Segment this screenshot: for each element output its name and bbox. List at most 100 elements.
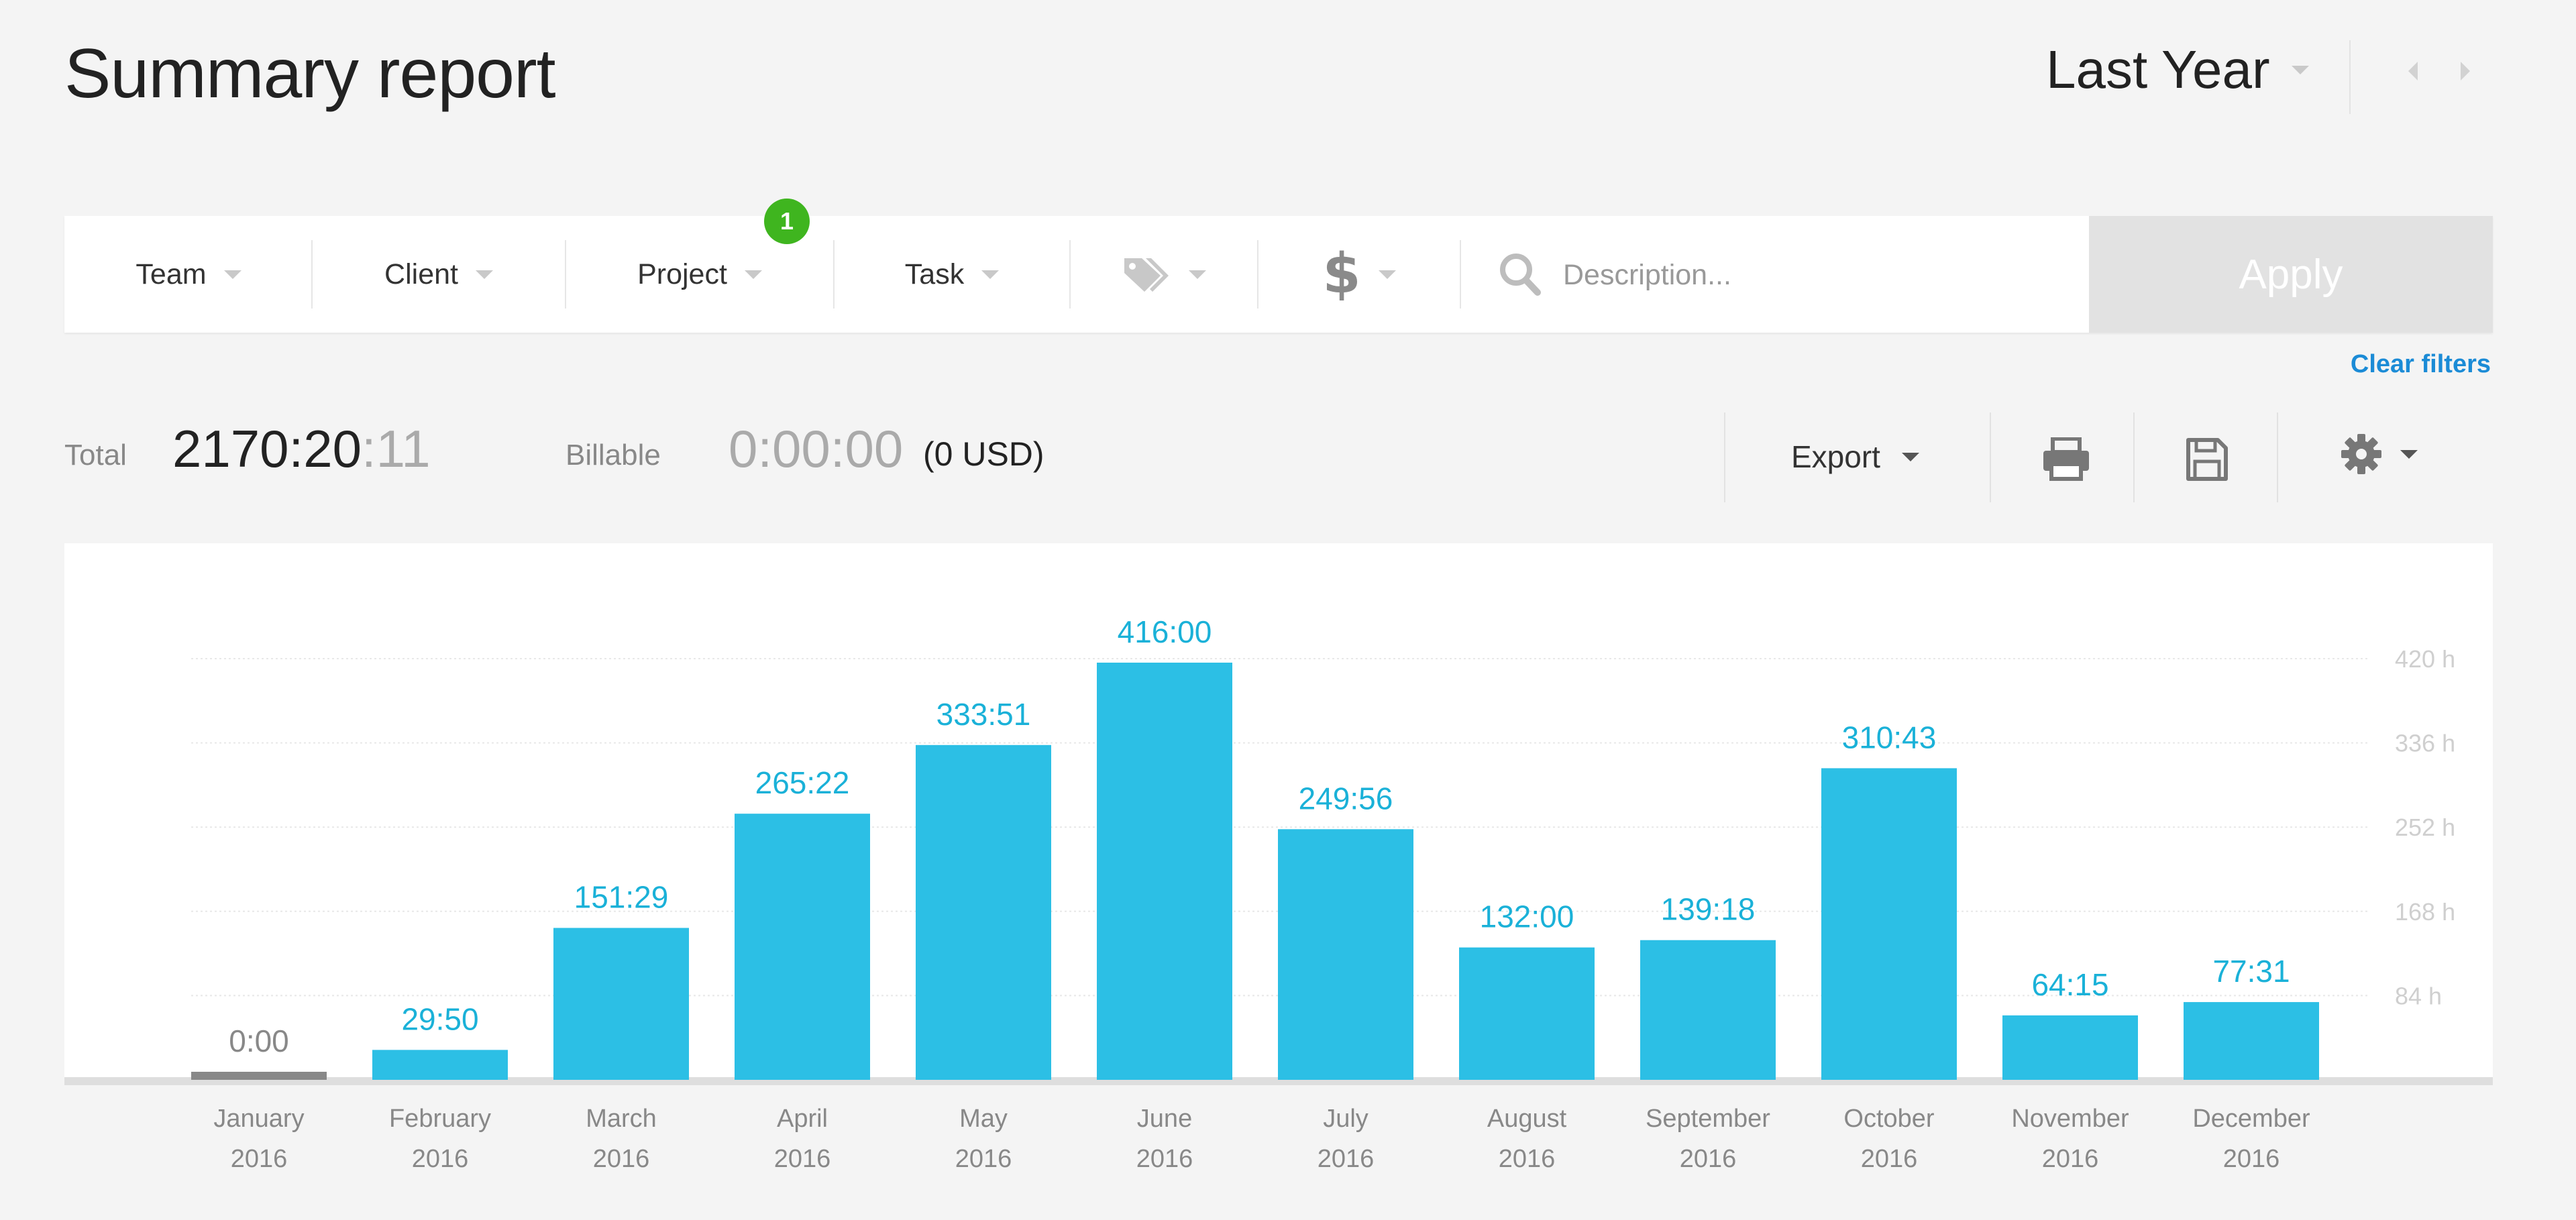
- chart-y-tick-label: 336 h: [2395, 730, 2455, 757]
- chart-value-label: 132:00: [1480, 899, 1574, 934]
- chevron-down-icon: [2291, 65, 2309, 74]
- task-filter[interactable]: Task: [835, 216, 1069, 333]
- chart-value-label: 333:51: [936, 697, 1031, 732]
- total-label: Total: [64, 439, 127, 472]
- total-duration-seconds: :11: [361, 419, 431, 478]
- chart-x-tick-label: April: [777, 1105, 828, 1133]
- chart-x-tick-year: 2016: [412, 1145, 469, 1173]
- chevron-down-icon: [1189, 270, 1206, 279]
- save-icon[interactable]: [2186, 437, 2229, 482]
- task-filter-label: Task: [904, 258, 965, 290]
- billable-filter[interactable]: $: [1258, 216, 1460, 333]
- chart-x-tick-year: 2016: [231, 1145, 288, 1173]
- toolbar-divider: [1724, 412, 1725, 502]
- billable-amount: (0 USD): [923, 435, 1044, 473]
- chart-bar: [1278, 829, 1413, 1080]
- chart-y-tick-label: 168 h: [2395, 898, 2455, 926]
- description-search-input[interactable]: [1562, 251, 2128, 299]
- total-duration-main: 2170:20: [172, 419, 362, 478]
- chart-bar: [553, 928, 689, 1080]
- chart-x-tick-label: August: [1487, 1105, 1567, 1133]
- settings-button[interactable]: [2340, 433, 2418, 476]
- chart-bar: [191, 1072, 327, 1080]
- chevron-down-icon: [1901, 452, 1919, 461]
- chart-bar: [1097, 662, 1232, 1080]
- toolbar-divider: [2277, 412, 2278, 502]
- clear-filters-link[interactable]: Clear filters: [2350, 350, 2491, 378]
- chart-x-tick-label: June: [1137, 1105, 1192, 1133]
- chart-bar: [1459, 947, 1595, 1080]
- chart-bar: [372, 1050, 508, 1080]
- chart-value-label: 151:29: [574, 880, 669, 915]
- client-filter-label: Client: [384, 258, 458, 290]
- filter-divider: [565, 240, 566, 309]
- chart-y-tick-label: 420 h: [2395, 645, 2455, 673]
- page-title: Summary report: [64, 35, 556, 113]
- export-button[interactable]: Export: [1791, 439, 1919, 475]
- previous-period-icon[interactable]: [2408, 62, 2418, 80]
- chart-x-tick-year: 2016: [2042, 1145, 2099, 1173]
- chart-value-label: 265:22: [755, 765, 850, 800]
- chart-x-tick-year: 2016: [1861, 1145, 1918, 1173]
- chart-bar: [735, 814, 870, 1080]
- chart-value-label: 77:31: [2212, 954, 2290, 989]
- tags-filter[interactable]: [1071, 216, 1257, 333]
- chart-value-label: 29:50: [401, 1001, 478, 1036]
- project-filter[interactable]: Project: [566, 216, 833, 333]
- chevron-down-icon: [981, 270, 1000, 279]
- chart-y-tick-label: 84 h: [2395, 982, 2442, 1009]
- chart-x-tick-label: December: [2192, 1105, 2310, 1133]
- search-icon: [1500, 254, 1541, 296]
- chart-value-label: 139:18: [1661, 892, 1756, 927]
- chart-y-tick-label: 252 h: [2395, 814, 2455, 841]
- next-period-icon[interactable]: [2461, 62, 2470, 80]
- chart-x-tick-label: September: [1646, 1105, 1770, 1133]
- chevron-down-icon: [475, 270, 493, 279]
- header-divider: [2349, 40, 2351, 114]
- filter-divider: [311, 240, 313, 309]
- billable-duration: 0:00:00: [729, 419, 904, 478]
- printer-icon[interactable]: [2042, 437, 2090, 482]
- billable-label: Billable: [566, 439, 661, 472]
- team-filter[interactable]: Team: [64, 216, 313, 333]
- apply-button[interactable]: Apply: [2089, 216, 2493, 333]
- project-filter-count-badge: 1: [764, 199, 810, 244]
- chart-bar: [1640, 940, 1776, 1080]
- chart-bar: [2002, 1015, 2138, 1080]
- chart-value-label: 64:15: [2031, 967, 2108, 1002]
- chevron-down-icon: [223, 270, 241, 279]
- project-filter-label: Project: [637, 258, 727, 290]
- chevron-down-icon: [744, 270, 762, 279]
- chart-value-label: 416:00: [1118, 614, 1212, 649]
- chart-x-tick-label: February: [389, 1105, 491, 1133]
- export-label: Export: [1791, 439, 1880, 474]
- toolbar-divider: [2133, 412, 2135, 502]
- tag-icon: [1124, 258, 1169, 292]
- chevron-down-icon: [2400, 449, 2418, 459]
- dollar-icon: $: [1322, 242, 1361, 306]
- chart-x-tick-label: November: [2011, 1105, 2129, 1133]
- toolbar-divider: [1990, 412, 1991, 502]
- chart-bar: [1821, 768, 1957, 1080]
- chart-x-tick-year: 2016: [593, 1145, 650, 1173]
- filter-divider: [1460, 240, 1461, 309]
- chart-x-tick-year: 2016: [955, 1145, 1012, 1173]
- chart-x-tick-year: 2016: [1680, 1145, 1737, 1173]
- chart-x-tick-year: 2016: [1136, 1145, 1193, 1173]
- chart-x-tick-label: July: [1323, 1105, 1368, 1133]
- chart-x-tick-year: 2016: [2223, 1145, 2280, 1173]
- chart-x-tick-year: 2016: [774, 1145, 831, 1173]
- chart-x-tick-label: October: [1843, 1105, 1935, 1133]
- chart-x-tick-label: January: [213, 1105, 304, 1133]
- total-duration: 2170:20:11: [172, 419, 431, 480]
- client-filter[interactable]: Client: [313, 216, 565, 333]
- filter-bar: Team Client Project Task $ Apply: [64, 216, 2493, 333]
- chart-bar: [2184, 1002, 2319, 1080]
- period-select[interactable]: Last Year: [2046, 43, 2309, 97]
- filter-divider: [1069, 240, 1071, 309]
- filter-divider: [833, 240, 835, 309]
- team-filter-label: Team: [136, 258, 207, 290]
- period-select-label: Last Year: [2046, 40, 2270, 99]
- chart-x-tick-year: 2016: [1499, 1145, 1556, 1173]
